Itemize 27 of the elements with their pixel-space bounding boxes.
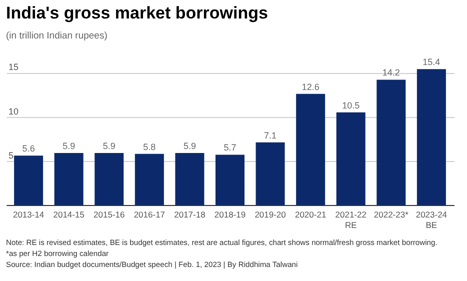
chart-title: India's gross market borrowings bbox=[6, 4, 268, 22]
x-tick-label: 2014-15 bbox=[53, 210, 85, 220]
data-label: 14.2 bbox=[382, 68, 400, 78]
data-label: 5.9 bbox=[62, 140, 76, 151]
x-tick-label: 2018-19 bbox=[214, 210, 246, 220]
data-label: 5.8 bbox=[143, 142, 156, 152]
data-label: 5.7 bbox=[224, 142, 236, 153]
x-tick-label: 2015-16 bbox=[94, 210, 125, 220]
x-tick-label: 2016-17 bbox=[134, 210, 166, 220]
y-tick-label: 15 bbox=[8, 62, 19, 72]
x-tick-label: 2013-14 bbox=[12, 210, 44, 220]
x-tick-label: 2022-23* bbox=[374, 210, 410, 220]
y-tick-label: 5 bbox=[8, 150, 14, 160]
data-label: 5.9 bbox=[102, 140, 116, 151]
x-tick-label: 2017-18 bbox=[174, 210, 206, 220]
x-tick-label: 2021-22 RE bbox=[335, 210, 367, 230]
data-label: 7.1 bbox=[264, 130, 277, 140]
data-label: 5.9 bbox=[183, 140, 196, 151]
data-label: 15.4 bbox=[422, 57, 440, 68]
data-label: 5.6 bbox=[22, 144, 35, 154]
x-tick-label: 2019-20 bbox=[254, 210, 286, 220]
chart-subtitle: (in trillion Indian rupees) bbox=[6, 30, 108, 42]
x-tick-label: 2023-24 BE bbox=[416, 210, 448, 230]
y-tick-label: 10 bbox=[8, 106, 19, 116]
x-tick-label: 2020-21 bbox=[294, 210, 326, 220]
data-label: 12.6 bbox=[302, 82, 320, 92]
data-label: 10.5 bbox=[342, 100, 360, 110]
